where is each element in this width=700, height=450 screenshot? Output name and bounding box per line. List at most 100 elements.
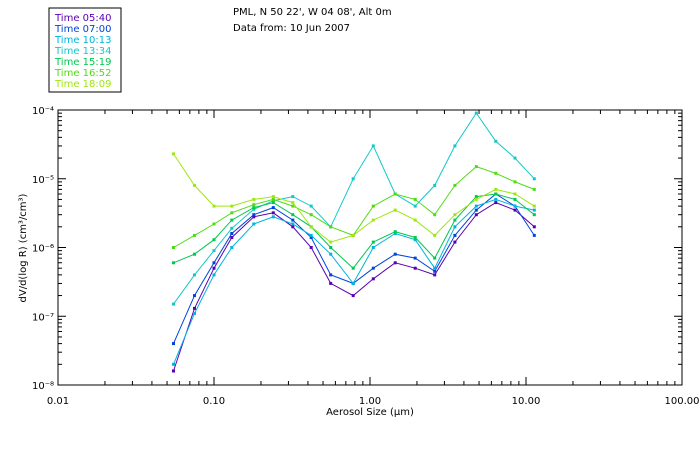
data-point xyxy=(393,208,397,212)
data-point xyxy=(532,225,536,229)
data-point xyxy=(433,273,437,277)
data-point xyxy=(474,165,478,169)
data-point xyxy=(433,213,437,217)
data-point xyxy=(212,204,216,208)
data-point xyxy=(532,204,536,208)
data-point xyxy=(193,252,196,256)
data-point xyxy=(212,238,216,242)
y-axis-label: dV/d(log R) (cm³/cm³) xyxy=(18,193,29,302)
data-point xyxy=(230,211,234,215)
data-point xyxy=(413,218,417,222)
data-point xyxy=(291,204,295,208)
data-point xyxy=(494,171,498,175)
data-point xyxy=(252,215,256,219)
data-point xyxy=(252,206,256,210)
data-point xyxy=(413,238,417,242)
data-point xyxy=(494,187,498,191)
data-point xyxy=(494,201,498,205)
data-point xyxy=(193,294,196,298)
data-point xyxy=(309,233,313,237)
y-tick-label: 10⁻⁴ xyxy=(32,106,54,117)
data-point xyxy=(413,256,417,260)
data-point xyxy=(271,195,275,199)
data-point xyxy=(371,266,375,270)
data-point xyxy=(252,203,256,207)
data-point xyxy=(474,213,478,217)
data-point xyxy=(309,236,313,239)
data-point xyxy=(413,204,417,208)
data-point xyxy=(291,222,295,226)
data-point xyxy=(393,252,397,256)
data-point xyxy=(212,249,216,253)
data-point xyxy=(309,225,313,229)
data-point xyxy=(230,232,234,235)
series-line xyxy=(173,153,535,243)
data-point xyxy=(393,192,397,196)
data-point xyxy=(433,266,437,270)
data-point xyxy=(371,218,375,222)
data-point xyxy=(371,144,375,148)
data-point xyxy=(453,144,457,148)
data-point xyxy=(193,306,196,310)
y-axis-ticks: 10⁻⁸ 10⁻⁷ 10⁻⁶ 10⁻⁵ 10⁻⁴ xyxy=(32,106,682,392)
data-point xyxy=(433,233,437,237)
data-point xyxy=(309,213,313,217)
data-point xyxy=(329,225,333,229)
x-tick-label: 1.00 xyxy=(359,396,381,407)
data-point xyxy=(433,256,437,260)
data-point xyxy=(453,225,457,229)
data-point xyxy=(329,281,333,285)
x-tick-label: 0.10 xyxy=(203,396,225,407)
data-point xyxy=(433,183,437,187)
data-point xyxy=(351,233,355,237)
data-point xyxy=(393,232,397,235)
data-point xyxy=(329,246,333,249)
data-point xyxy=(329,273,333,277)
data-point xyxy=(212,261,216,265)
data-point xyxy=(329,252,333,256)
data-point xyxy=(453,233,457,237)
data-point xyxy=(371,204,375,208)
data-point xyxy=(393,261,397,265)
legend-entry: Time 05:40 xyxy=(54,13,111,24)
data-point xyxy=(271,201,275,205)
data-point xyxy=(271,211,275,215)
data-point xyxy=(532,208,536,212)
data-point xyxy=(291,195,295,199)
data-point xyxy=(172,246,175,249)
y-tick-label: 10⁻⁶ xyxy=(32,244,54,255)
data-point xyxy=(172,261,175,265)
legend-entry: Time 13:34 xyxy=(54,46,111,57)
data-point xyxy=(494,197,498,201)
series-line xyxy=(173,112,535,305)
series-line xyxy=(173,202,535,372)
chart-title-line2: Data from: 10 Jun 2007 xyxy=(233,23,350,34)
data-point xyxy=(413,197,417,201)
data-point xyxy=(351,281,355,285)
legend-entry: Time 16:52 xyxy=(54,68,111,79)
data-point xyxy=(193,311,196,315)
data-point xyxy=(494,192,498,196)
data-point xyxy=(252,222,256,226)
x-axis-ticks: 0.01 0.10 1.00 10.00 100.00 xyxy=(47,110,700,407)
data-point xyxy=(230,226,234,230)
data-point xyxy=(271,215,275,219)
data-point xyxy=(271,206,275,210)
data-point xyxy=(230,236,234,239)
data-point xyxy=(172,369,175,373)
x-tick-label: 100.00 xyxy=(665,396,700,407)
data-point xyxy=(474,204,478,208)
data-point xyxy=(513,192,517,196)
data-point xyxy=(193,233,196,237)
legend-entry: Time 18:09 xyxy=(54,79,111,90)
data-point xyxy=(474,195,478,199)
legend-entry: Time 15:19 xyxy=(54,57,111,68)
data-point xyxy=(413,266,417,270)
x-axis-label: Aerosol Size (µm) xyxy=(326,407,414,418)
data-point xyxy=(212,266,216,270)
data-point xyxy=(252,213,256,217)
data-point xyxy=(351,177,355,181)
data-point xyxy=(172,152,175,156)
data-point xyxy=(474,111,478,115)
data-point xyxy=(351,294,355,298)
